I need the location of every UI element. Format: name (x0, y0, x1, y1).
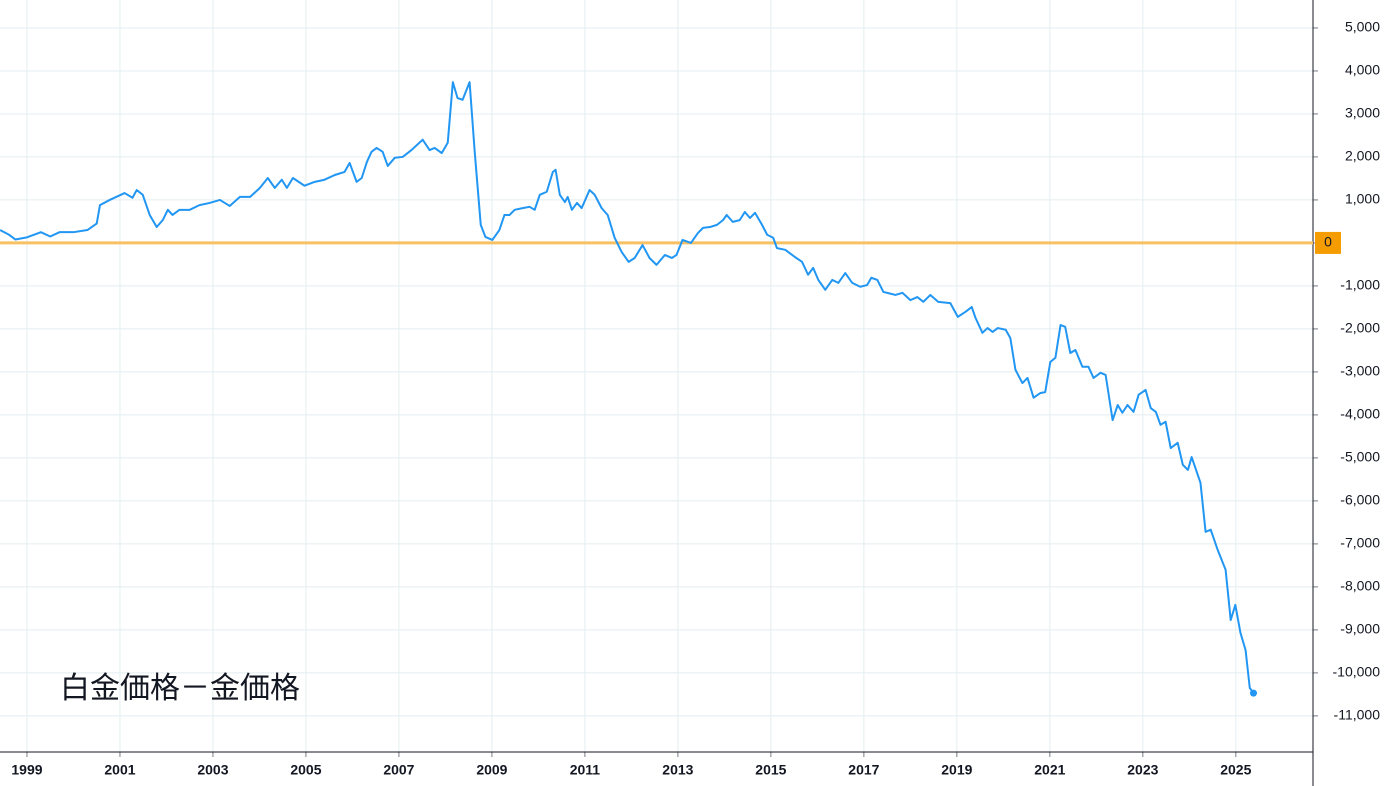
y-tick-label: -10,000 (1333, 664, 1381, 680)
y-tick-label: -2,000 (1340, 320, 1380, 336)
y-tick-label: -1,000 (1340, 277, 1380, 293)
y-tick-label: 2,000 (1345, 148, 1380, 164)
x-tick-label: 2025 (1220, 762, 1251, 778)
y-tick-label: 3,000 (1345, 105, 1380, 121)
x-tick-label: 2007 (383, 762, 414, 778)
y-tick-label: -7,000 (1340, 535, 1380, 551)
x-tick-label: 2019 (941, 762, 972, 778)
end-marker (1249, 689, 1257, 697)
y-tick-label: -9,000 (1340, 621, 1380, 637)
x-tick-label: 2001 (104, 762, 135, 778)
x-tick-label: 2015 (755, 762, 786, 778)
x-tick-label: 2021 (1034, 762, 1065, 778)
y-tick-label: -8,000 (1340, 578, 1380, 594)
x-tick-label: 2009 (476, 762, 507, 778)
reference-badge (1315, 231, 1341, 254)
y-tick-label: 4,000 (1345, 62, 1380, 78)
x-tick-label: 2023 (1127, 762, 1158, 778)
data-line (0, 81, 1255, 694)
x-tick-label: 2013 (662, 762, 693, 778)
y-tick-label: -6,000 (1340, 492, 1380, 508)
x-tick-label: 1999 (11, 762, 42, 778)
y-tick-label: -4,000 (1340, 406, 1380, 422)
x-tick-label: 2017 (848, 762, 879, 778)
y-tick-label: 1,000 (1345, 191, 1380, 207)
x-tick-label: 2003 (197, 762, 228, 778)
y-tick-label: 5,000 (1345, 19, 1380, 35)
y-tick-label: -11,000 (1334, 707, 1381, 723)
annotation: 白金価格－金価格 (60, 672, 300, 705)
x-tick-label: 2005 (290, 762, 321, 778)
y-tick-label: -3,000 (1340, 363, 1380, 379)
y-tick-label: 0 (1324, 234, 1332, 250)
x-tick-label: 2011 (570, 762, 601, 778)
y-tick-label: -5,000 (1340, 449, 1380, 465)
